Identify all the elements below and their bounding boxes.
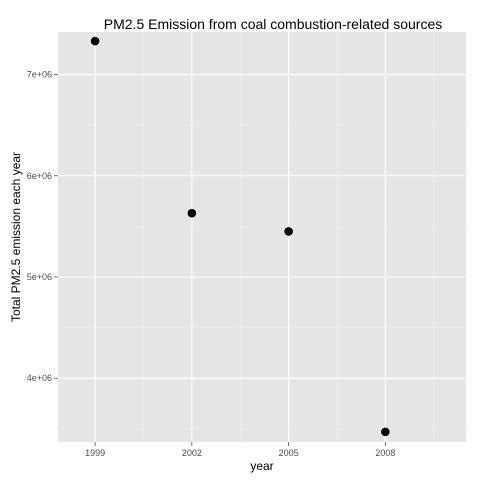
x-tick-label: 2002 — [182, 448, 202, 458]
chart-title: PM2.5 Emission from coal combustion-rela… — [104, 16, 442, 32]
y-axis-title: Total PM2.5 emission each year — [9, 152, 23, 322]
y-tick-label: 7e+06 — [27, 70, 52, 80]
data-points — [90, 36, 390, 437]
data-point — [381, 427, 390, 437]
plot-panel — [58, 32, 466, 442]
x-tick-label: 2005 — [279, 448, 299, 458]
y-tick-label: 5e+06 — [27, 272, 52, 282]
y-axis-ticks: 4e+06 5e+06 6e+06 7e+06 — [27, 70, 58, 383]
data-point — [284, 227, 293, 236]
minor-grid — [58, 32, 466, 442]
data-point — [187, 208, 197, 218]
data-point — [90, 36, 100, 46]
x-axis-ticks: 1999 2002 2005 2008 — [85, 442, 395, 458]
x-tick-label: 2008 — [375, 448, 395, 458]
x-axis-title: year — [250, 459, 273, 473]
y-tick-label: 6e+06 — [27, 171, 52, 181]
y-tick-label: 4e+06 — [27, 373, 52, 383]
major-grid — [58, 32, 466, 442]
x-tick-label: 1999 — [85, 448, 105, 458]
